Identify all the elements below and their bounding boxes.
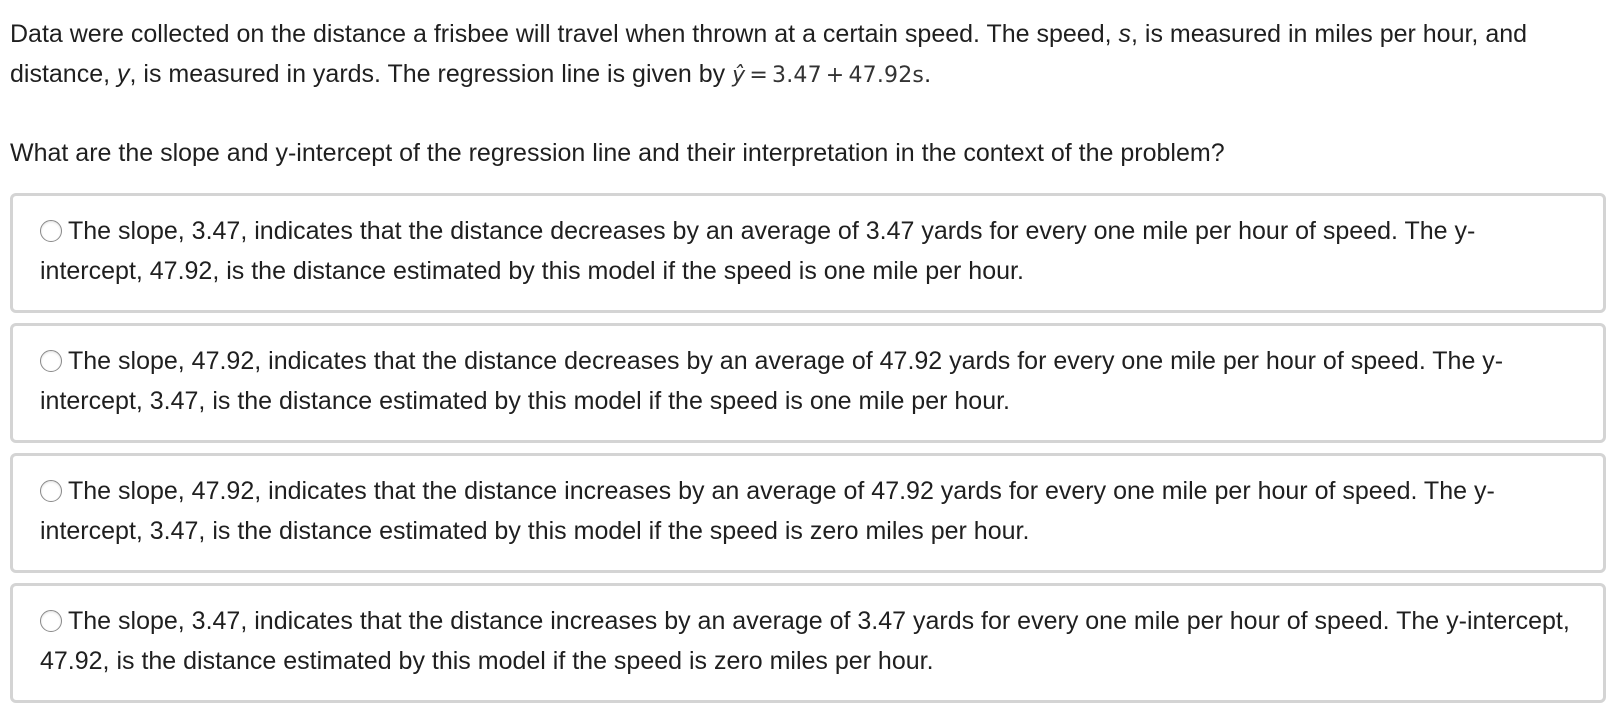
question-text-part3: , is measured in yards. The regression l… — [129, 60, 733, 88]
question-text-part2: , is measured in miles per hour, and dis… — [10, 20, 1528, 88]
radio-button-icon[interactable] — [40, 350, 62, 372]
equation-equals: = — [749, 63, 768, 88]
question-text: Data were collected on the distance a fr… — [10, 14, 1610, 96]
question-prompt: What are the slope and y-intercept of th… — [10, 139, 1225, 167]
question-stem: Data were collected on the distance a fr… — [10, 14, 1610, 96]
speed-variable: s — [1118, 20, 1132, 48]
answer-option-4[interactable]: The slope, 3.47, indicates that the dist… — [10, 583, 1606, 703]
equation-plus: + — [825, 63, 845, 88]
answer-option-text: The slope, 3.47, indicates that the dist… — [40, 217, 1476, 285]
question-text-part1: Data were collected on the distance a fr… — [10, 20, 1119, 48]
answer-option-text: The slope, 3.47, indicates that the dist… — [40, 607, 1570, 675]
equation-lhs: ŷ — [732, 63, 746, 88]
answer-option-3[interactable]: The slope, 47.92, indicates that the dis… — [10, 453, 1606, 573]
equation-intercept: 3.47 — [772, 63, 822, 88]
answer-option-text: The slope, 47.92, indicates that the dis… — [40, 347, 1504, 415]
radio-button-icon[interactable] — [40, 220, 62, 242]
regression-equation: ŷ = 3.47 +47.92s — [732, 63, 924, 88]
distance-variable: y — [117, 60, 130, 88]
answer-option-text: The slope, 47.92, indicates that the dis… — [40, 477, 1495, 545]
answer-options: The slope, 3.47, indicates that the dist… — [10, 193, 1606, 713]
radio-button-icon[interactable] — [40, 610, 62, 632]
radio-button-icon[interactable] — [40, 480, 62, 502]
answer-option-2[interactable]: The slope, 47.92, indicates that the dis… — [10, 323, 1606, 443]
equation-slope-term: 47.92s — [848, 63, 925, 88]
question-text-part4: . — [924, 60, 932, 88]
answer-option-1[interactable]: The slope, 3.47, indicates that the dist… — [10, 193, 1606, 313]
